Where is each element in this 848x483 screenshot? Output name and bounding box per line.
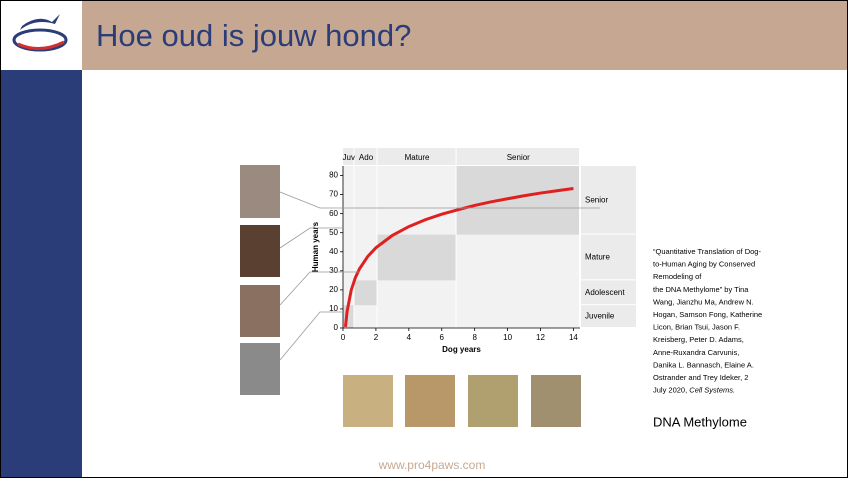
footer: www.pro4paws.com — [378, 458, 486, 472]
citation-line: Danika L. Bannasch, Elaine A. — [653, 360, 754, 369]
x-tick-label: 10 — [503, 333, 512, 342]
citation: “Quantitative Translation of Dog-to-Huma… — [653, 247, 762, 395]
stage-match — [343, 305, 354, 328]
citation-line: Ostrander and Trey Ideker, 2 — [653, 373, 748, 382]
dog-stage-label: Ado — [359, 153, 374, 162]
citation-date: July 2020, — [653, 386, 689, 395]
dog-stage — [456, 148, 579, 165]
x-axis-label: Dog years — [442, 345, 481, 354]
y-tick-label: 30 — [329, 266, 338, 275]
x-tick-label: 6 — [440, 333, 445, 342]
y-axis-label: Human years — [311, 221, 320, 272]
chart: Juv Ado Mature Senior Juvenile Adolescent Matu… — [311, 148, 636, 354]
stage-match — [377, 234, 456, 281]
citation-line: the DNA Methylome” by Tina — [653, 285, 749, 294]
header-band — [82, 0, 848, 70]
citation-line: to-Human Aging by Conserved — [653, 260, 755, 269]
y-tick-label: 60 — [329, 209, 338, 218]
dog-photos — [343, 375, 581, 427]
human-stage — [581, 305, 636, 327]
dog-stage — [354, 148, 377, 165]
citation-journal: Cell Systems. — [689, 386, 735, 395]
citation-line: Remodeling of — [653, 272, 702, 281]
human-stage-label: Mature — [585, 253, 610, 262]
x-tick-label: 8 — [472, 333, 477, 342]
x-tick-label: 0 — [341, 333, 346, 342]
y-tick-label: 50 — [329, 228, 338, 237]
caption: DNA Methylome — [653, 414, 747, 429]
citation-line: Hogan, Samson Fong, Katherine — [653, 310, 762, 319]
y-tick-label: 70 — [329, 190, 338, 199]
dog-stage-label: Juv — [343, 153, 355, 162]
x-tick-label: 12 — [536, 333, 545, 342]
stage-match — [354, 280, 377, 306]
human-photos — [240, 165, 600, 395]
dog-stage-band — [343, 166, 354, 328]
citation-line: “Quantitative Translation of Dog- — [653, 247, 761, 256]
x-tick-label: 14 — [569, 333, 578, 342]
human-stage-label: Senior — [585, 195, 608, 204]
citation-line: Licon, Brian Tsui, Jason F. — [653, 323, 740, 332]
citation-line: Kreisberg, Peter D. Adams, — [653, 335, 744, 344]
y-tick-label: 0 — [334, 323, 339, 332]
dog-stage-label: Mature — [405, 153, 430, 162]
side-bar — [0, 70, 82, 478]
dog-stage-label: Senior — [507, 153, 530, 162]
human-stage — [581, 234, 636, 280]
citation-line: July 2020, Cell Systems. — [653, 386, 735, 395]
citation-line: Wang, Jianzhu Ma, Andrew N. — [653, 297, 754, 306]
slide-title: Hoe oud is jouw hond? — [96, 18, 411, 53]
x-tick-label: 4 — [407, 333, 412, 342]
dog-stage — [343, 148, 354, 165]
dog-stage — [377, 148, 456, 165]
y-tick-label: 20 — [329, 285, 338, 294]
x-tick-label: 2 — [374, 333, 379, 342]
y-tick-label: 80 — [329, 171, 338, 180]
citation-line: Anne-Ruxandra Carvunis, — [653, 348, 739, 357]
y-tick-label: 10 — [329, 304, 338, 313]
human-stage-label: Juvenile — [585, 312, 615, 321]
human-stage-label: Adolescent — [585, 288, 625, 297]
curve — [343, 187, 574, 328]
human-stage — [581, 166, 636, 234]
logo — [12, 14, 68, 52]
stage-match — [456, 166, 579, 235]
human-stage — [581, 280, 636, 305]
y-tick-label: 40 — [329, 247, 338, 256]
